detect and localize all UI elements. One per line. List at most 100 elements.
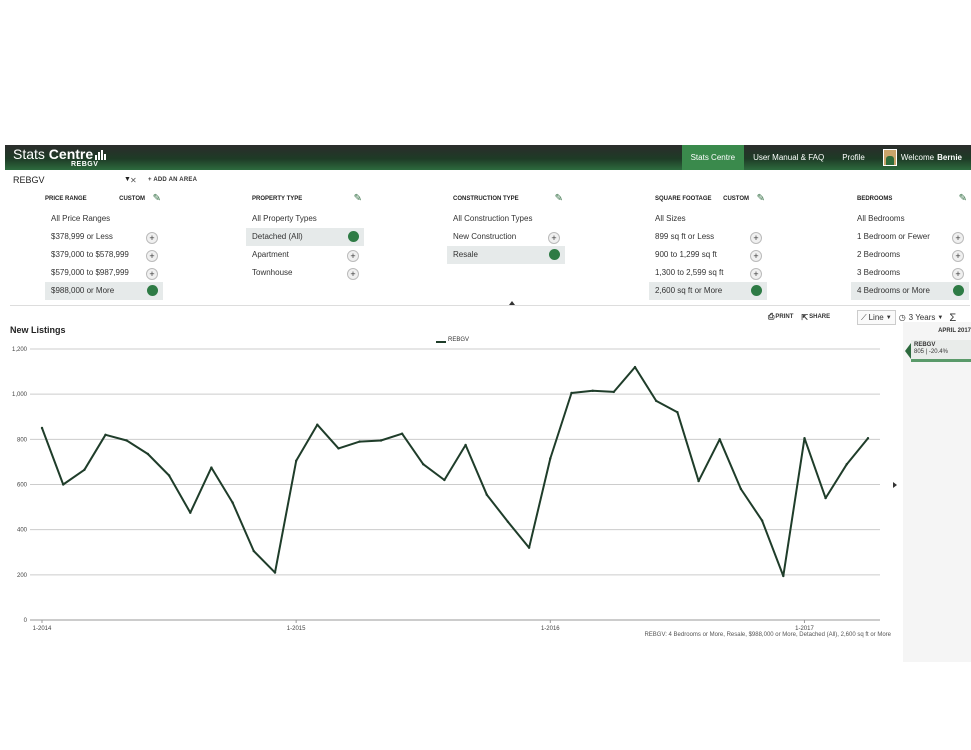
edit-icon[interactable]: ✎ <box>958 193 967 204</box>
data-point[interactable] <box>718 438 721 441</box>
sum-icon[interactable]: Σ <box>949 311 957 324</box>
period-dropdown[interactable]: ◷ 3 Years ▼ <box>898 313 944 322</box>
data-point[interactable] <box>62 483 65 486</box>
welcome-user[interactable]: Welcome Bernie <box>874 145 971 170</box>
plus-icon[interactable]: + <box>347 250 359 262</box>
filter-option[interactable]: 1 Bedroom or Fewer + <box>851 228 969 246</box>
filter-option[interactable]: $379,000 to $578,999 + <box>45 246 163 264</box>
plus-icon[interactable]: + <box>952 232 964 244</box>
filter-option[interactable]: All Construction Types <box>453 214 533 223</box>
data-point[interactable] <box>125 439 128 442</box>
chart-type-dropdown[interactable]: ⟋ Line ▼ <box>857 310 896 325</box>
area-select[interactable]: REBGV ▼ <box>13 175 131 185</box>
data-point[interactable] <box>189 511 192 514</box>
selected-dot-icon[interactable] <box>348 231 359 242</box>
filter-option[interactable]: All Sizes <box>655 214 686 223</box>
data-point[interactable] <box>570 391 573 395</box>
filter-option-selected[interactable]: 4 Bedrooms or More <box>851 282 969 300</box>
chevron-down-icon[interactable]: ▼ <box>124 176 131 183</box>
data-point[interactable] <box>337 447 340 450</box>
data-point[interactable] <box>803 437 806 440</box>
filter-option-selected[interactable]: 2,600 sq ft or More <box>649 282 767 300</box>
filter-option[interactable]: 1,300 to 2,599 sq ft + <box>649 264 767 282</box>
plus-icon[interactable]: + <box>952 250 964 262</box>
collapse-filters-icon[interactable] <box>509 301 515 305</box>
selected-dot-icon[interactable] <box>147 285 158 296</box>
filter-option[interactable]: All Price Ranges <box>51 214 111 223</box>
data-point[interactable] <box>358 440 361 443</box>
plus-icon[interactable]: + <box>952 268 964 280</box>
data-point[interactable] <box>379 439 383 442</box>
edit-icon[interactable]: ✎ <box>554 193 563 204</box>
data-point[interactable] <box>295 459 298 462</box>
edit-icon[interactable]: ✎ <box>353 193 362 204</box>
filter-option[interactable]: 2 Bedrooms + <box>851 246 969 264</box>
filter-option[interactable]: New Construction + <box>447 228 565 246</box>
selected-dot-icon[interactable] <box>953 285 964 296</box>
data-point[interactable] <box>252 549 255 553</box>
filter-option[interactable]: 899 sq ft or Less + <box>649 228 767 246</box>
filter-option[interactable]: 3 Bedrooms + <box>851 264 969 282</box>
scroll-right-icon[interactable] <box>893 482 897 488</box>
data-point[interactable] <box>824 496 827 500</box>
data-point[interactable] <box>782 574 785 578</box>
data-point[interactable] <box>739 487 743 491</box>
data-point[interactable] <box>549 457 552 460</box>
data-point[interactable] <box>655 399 658 403</box>
filter-option[interactable]: 900 to 1,299 sq ft + <box>649 246 767 264</box>
filter-option[interactable]: Townhouse + <box>246 264 364 282</box>
print-button[interactable]: ⎙ PRINT <box>768 312 794 321</box>
nav-profile[interactable]: Profile <box>842 153 865 162</box>
plus-icon[interactable]: + <box>750 232 762 244</box>
plus-icon[interactable]: + <box>146 250 158 262</box>
data-point[interactable] <box>866 437 870 440</box>
filter-option[interactable]: Apartment + <box>246 246 364 264</box>
data-point[interactable] <box>464 443 467 447</box>
data-point[interactable] <box>527 546 531 549</box>
plus-icon[interactable]: + <box>347 268 359 280</box>
data-point[interactable] <box>485 493 488 496</box>
data-point[interactable] <box>697 479 700 483</box>
plus-icon[interactable]: + <box>750 250 762 262</box>
filter-option[interactable]: All Property Types <box>252 214 317 223</box>
selected-dot-icon[interactable] <box>549 249 560 260</box>
data-point[interactable] <box>676 411 679 414</box>
plus-icon[interactable]: + <box>750 268 762 280</box>
nav-user-manual[interactable]: User Manual & FAQ <box>753 153 825 162</box>
data-point[interactable] <box>612 390 615 394</box>
close-icon[interactable]: ✕ <box>130 176 137 185</box>
data-point[interactable] <box>400 432 404 435</box>
data-point[interactable] <box>104 433 107 436</box>
edit-icon[interactable]: ✎ <box>756 193 765 204</box>
data-point[interactable] <box>273 571 277 574</box>
data-point[interactable] <box>422 463 425 466</box>
plus-icon[interactable]: + <box>146 268 158 280</box>
data-point[interactable] <box>146 452 150 456</box>
plus-icon[interactable]: + <box>146 232 158 244</box>
filter-option[interactable]: $579,000 to $987,999 + <box>45 264 163 282</box>
data-point[interactable] <box>760 519 764 522</box>
series-line-rebgv[interactable] <box>41 366 869 577</box>
data-point[interactable] <box>210 466 213 469</box>
data-point[interactable] <box>845 463 848 466</box>
data-point[interactable] <box>316 423 319 426</box>
data-point[interactable] <box>40 426 44 430</box>
filter-option[interactable]: $378,999 or Less + <box>45 228 163 246</box>
data-point[interactable] <box>167 474 171 477</box>
legend-label[interactable]: REBGV <box>448 337 470 343</box>
filter-option-selected[interactable]: Resale <box>447 246 565 264</box>
data-point[interactable] <box>506 520 510 523</box>
data-point[interactable] <box>83 468 86 471</box>
custom-button[interactable]: CUSTOM <box>119 196 145 202</box>
share-button[interactable]: ⇱ SHARE <box>801 312 831 322</box>
nav-stats-centre[interactable]: Stats Centre <box>681 145 745 170</box>
selected-dot-icon[interactable] <box>751 285 762 296</box>
stats-centre-logo[interactable]: Stats Centre REBGV <box>13 147 107 169</box>
filter-option-selected[interactable]: Detached (All) <box>246 228 364 246</box>
plus-icon[interactable]: + <box>548 232 560 244</box>
data-point[interactable] <box>591 389 594 392</box>
data-point[interactable] <box>443 478 446 482</box>
edit-icon[interactable]: ✎ <box>152 193 161 204</box>
add-area-button[interactable]: + ADD AN AREA <box>148 177 198 183</box>
side-value-tag[interactable]: REBGV 805 | -20.4% <box>905 340 971 362</box>
